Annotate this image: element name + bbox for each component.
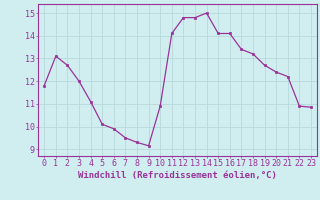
X-axis label: Windchill (Refroidissement éolien,°C): Windchill (Refroidissement éolien,°C) (78, 171, 277, 180)
